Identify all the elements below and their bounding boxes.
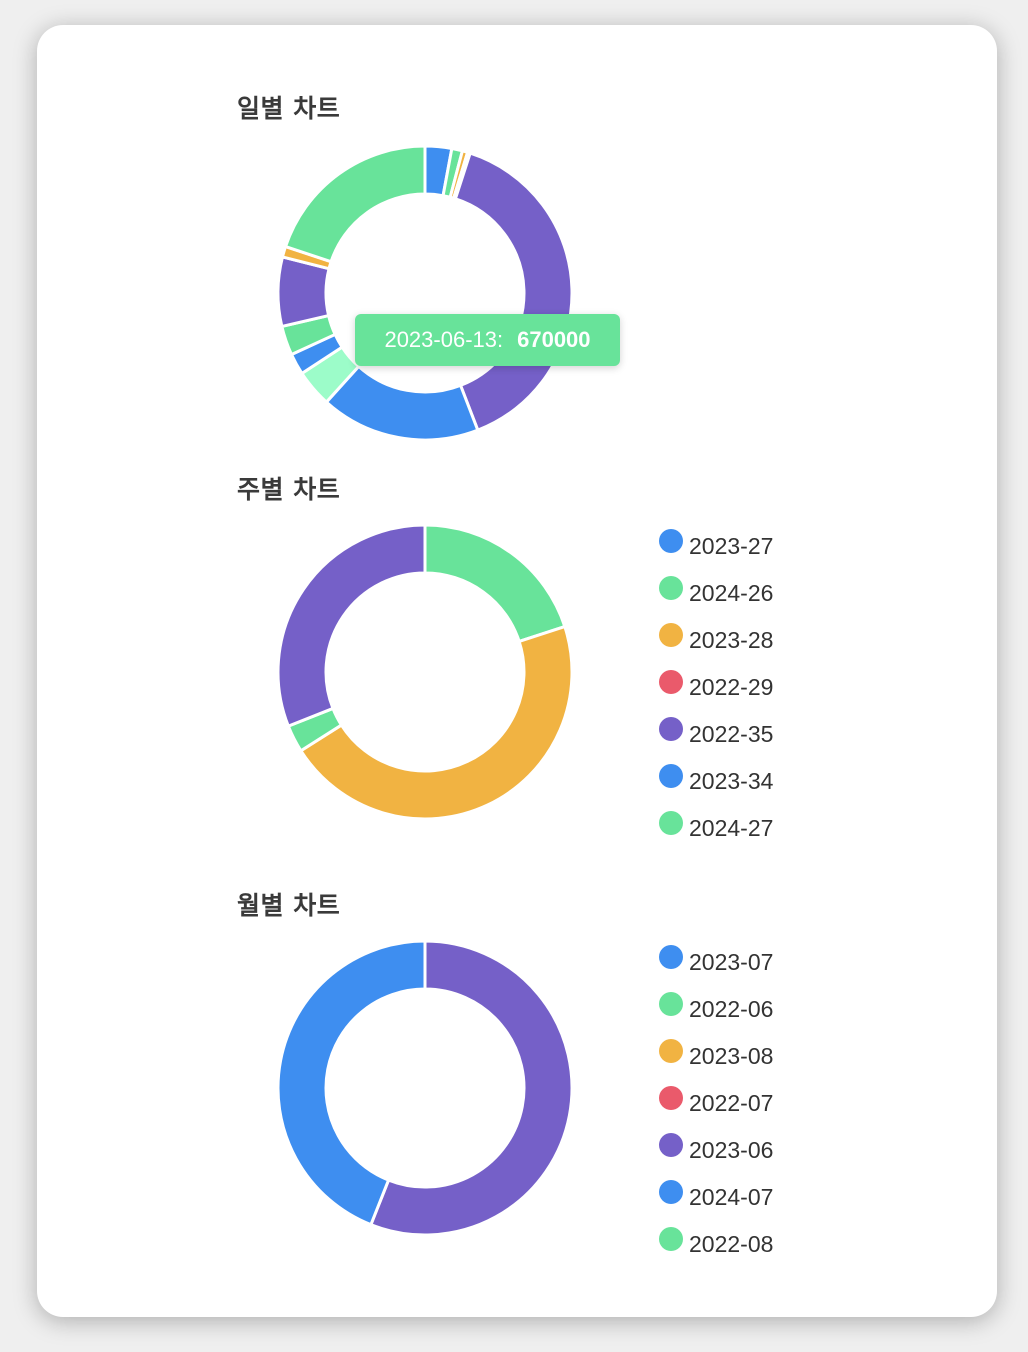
legend-swatch [659,764,683,788]
legend-swatch [659,811,683,835]
donut-slice-2024-07[interactable] [276,939,427,1227]
donut-slice-2024-27[interactable] [276,523,427,728]
donut-slice-2023-28[interactable] [299,625,574,821]
legend-swatch [659,1039,683,1063]
legend-swatch [659,1180,683,1204]
monthly-chart-title: 월별 차트 [237,891,341,920]
daily-chart-title: 일별 차트 [237,94,341,123]
legend-label: 2022-07 [689,1090,774,1116]
legend-label: 2023-08 [689,1043,774,1069]
legend-swatch [659,623,683,647]
monthly-donut-chart[interactable] [265,928,585,1248]
charts-card: 일별 차트 2023-06-212023-07-262023-07-072023… [37,25,997,1317]
legend-swatch [659,945,683,969]
legend-swatch [659,1086,683,1110]
legend-swatch [659,717,683,741]
chart-tooltip: 2023-06-13: 670000 [355,314,620,366]
legend-label: 2022-35 [689,721,774,747]
donut-slice-2024-26[interactable] [423,523,567,643]
daily-donut-chart[interactable] [265,133,585,453]
donut-slice-2023-06[interactable] [369,939,574,1237]
weekly-chart-title: 주별 차트 [237,475,341,504]
donut-slice-2023-07-25[interactable] [453,151,574,432]
legend-label: 2023-27 [689,533,774,559]
legend-label: 2024-07 [689,1184,774,1210]
legend-swatch [659,992,683,1016]
legend-label: 2024-27 [689,815,774,841]
tooltip-value: 670000 [517,327,591,352]
weekly-donut-chart[interactable] [265,512,585,832]
legend-label: 2022-06 [689,996,774,1022]
legend-label: 2023-06 [689,1137,774,1163]
legend-label: 2022-29 [689,674,774,700]
legend-label: 2024-26 [689,580,774,606]
legend-swatch [659,1133,683,1157]
legend-swatch [659,529,683,553]
legend-swatch [659,670,683,694]
legend-label: 2022-08 [689,1231,774,1257]
legend-label: 2023-34 [689,768,774,794]
legend-swatch [659,576,683,600]
legend-swatch [659,1227,683,1251]
tooltip-label: 2023-06-13: [384,327,504,352]
legend-label: 2023-07 [689,949,774,975]
legend-label: 2023-28 [689,627,774,653]
donut-slice-2023-07-17[interactable] [284,144,427,264]
